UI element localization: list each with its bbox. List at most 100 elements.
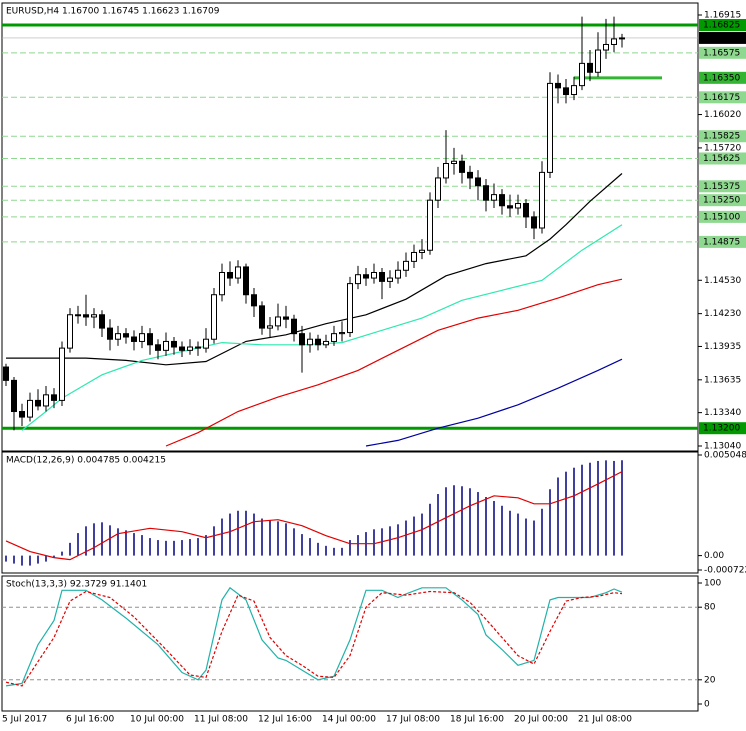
- macd-bar: [437, 494, 439, 556]
- macd-bar: [277, 521, 279, 556]
- candle-body: [611, 38, 617, 45]
- macd-bar: [557, 477, 559, 556]
- macd-bar: [581, 464, 583, 556]
- level-tag-label: 1.15100: [703, 212, 740, 222]
- macd-bar: [173, 540, 175, 556]
- level-tag: [699, 152, 746, 165]
- candle-body: [499, 194, 505, 207]
- macd-bar: [21, 555, 23, 566]
- level-tag: [699, 19, 746, 32]
- macd-bar: [29, 555, 31, 566]
- macd-bar: [221, 518, 223, 556]
- candle-body: [131, 336, 137, 342]
- candle-body: [387, 277, 393, 282]
- macd-bar: [205, 535, 207, 556]
- candle-body: [19, 411, 25, 418]
- candle-body: [419, 249, 425, 253]
- level-tag: [699, 180, 746, 193]
- macd-bar: [573, 467, 575, 556]
- candle-body: [459, 160, 465, 173]
- y-tick-label: 1.13340: [704, 408, 741, 418]
- macd-bar: [541, 508, 543, 556]
- x-tick-label: 12 Jul 16:00: [258, 715, 312, 725]
- y-tick-label: 0: [704, 700, 710, 710]
- candle-body: [587, 62, 593, 73]
- macd-bar: [285, 523, 287, 556]
- x-tick-label: 6 Jul 16:00: [66, 715, 115, 725]
- macd-bar: [45, 555, 47, 562]
- x-tick-label: 5 Jul 2017: [2, 715, 47, 725]
- macd-bar: [517, 513, 519, 556]
- x-tick-label: 18 Jul 16:00: [450, 715, 504, 725]
- macd-bar: [149, 538, 151, 556]
- candle-body: [115, 333, 121, 340]
- candle-body: [603, 43, 609, 51]
- candle-body: [483, 185, 489, 201]
- candle-body: [619, 37, 625, 40]
- y-tick-label: 1.15720: [704, 143, 741, 153]
- candle-body: [355, 274, 361, 285]
- candle-body: [363, 274, 369, 279]
- macd-plot: [5, 460, 623, 566]
- candle-body: [467, 171, 473, 179]
- macd-panel-border: [1, 451, 699, 574]
- candle-body: [259, 305, 265, 329]
- macd-bar: [485, 497, 487, 556]
- macd-bar: [5, 555, 7, 562]
- panel-title: Stoch(13,3,3) 92.3729 91.1401: [6, 580, 147, 590]
- candle-body: [563, 87, 569, 96]
- level-tag: [699, 91, 746, 104]
- macd-bar: [325, 545, 327, 556]
- x-tick-label: 20 Jul 00:00: [514, 715, 568, 725]
- macd-bar: [477, 492, 479, 556]
- y-tick-label: 0.00: [704, 551, 724, 561]
- macd-bar: [493, 501, 495, 556]
- level-tag: [699, 31, 746, 44]
- candle-body: [187, 346, 193, 351]
- stoch-line: [5, 586, 623, 687]
- macd-bar: [77, 533, 79, 556]
- macd-bar: [269, 520, 271, 556]
- candle-body: [155, 344, 161, 351]
- level-tag: [699, 210, 746, 223]
- x-tick-label: 11 Jul 08:00: [194, 715, 248, 725]
- candle-body: [275, 316, 281, 327]
- macd-bar: [501, 505, 503, 556]
- candle-body: [347, 283, 353, 334]
- macd-bar: [429, 503, 431, 556]
- macd-bar: [61, 551, 63, 556]
- macd-bar: [349, 540, 351, 556]
- y-tick-label: 1.13935: [704, 342, 741, 352]
- level-tag-label: 1.15625: [703, 154, 740, 164]
- macd-bar: [293, 528, 295, 556]
- macd-bar: [213, 526, 215, 556]
- macd-bar: [421, 513, 423, 556]
- level-tag-label: 1.16575: [703, 48, 740, 58]
- candle-body: [323, 340, 329, 346]
- candle-body: [27, 399, 33, 418]
- candle-body: [171, 340, 177, 348]
- candle-body: [555, 82, 561, 89]
- candle-body: [371, 271, 377, 279]
- macd-bar: [197, 538, 199, 556]
- level-tag-label: 1.13200: [703, 424, 740, 434]
- y-tick-label: 20: [704, 675, 716, 685]
- macd-bar: [189, 539, 191, 556]
- level-tag: [699, 235, 746, 248]
- level-tag-label: 1.15375: [703, 182, 740, 192]
- candle-body: [427, 199, 433, 251]
- x-tick-label: 14 Jul 00:00: [322, 715, 376, 725]
- macd-bar: [405, 520, 407, 556]
- candle-body: [515, 203, 521, 209]
- candle-body: [163, 340, 169, 351]
- candle-body: [123, 333, 129, 338]
- candle-body: [291, 318, 297, 335]
- macd-bar: [37, 555, 39, 564]
- candle-body: [139, 333, 145, 342]
- macd-bar: [141, 535, 143, 556]
- macd-bar: [613, 460, 615, 556]
- candle-body: [443, 162, 449, 179]
- macd-bar: [165, 540, 167, 556]
